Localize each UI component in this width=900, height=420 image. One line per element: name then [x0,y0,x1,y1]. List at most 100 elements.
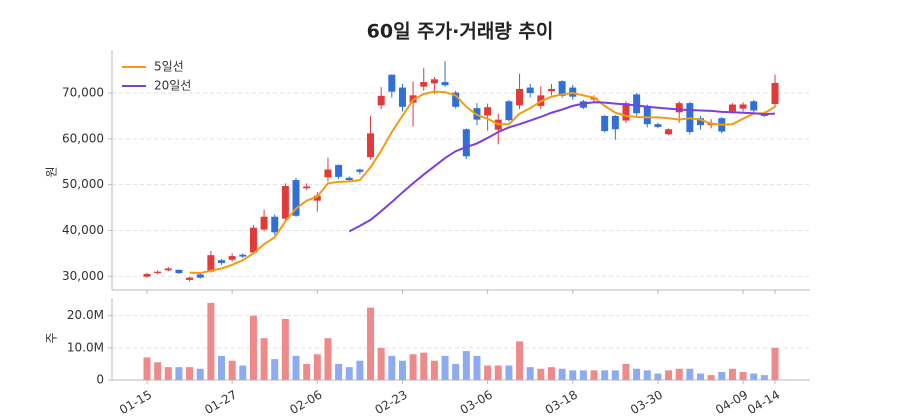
candle-body [398,87,406,107]
volume-bar [569,370,577,380]
candle-body [260,216,268,230]
candle-body [228,256,236,260]
legend-label: 20일선 [154,79,191,93]
volume-bar [154,362,162,380]
candle-body [665,129,673,135]
volume-bar [654,373,662,380]
volume-bar [292,355,300,380]
candle-body [739,104,747,109]
candle-body [675,103,683,113]
candle-body [696,118,704,126]
candle-body [313,195,321,201]
volume-bar [462,351,470,380]
volume-bar [143,357,151,380]
volume-bar [611,370,619,380]
candle-body [303,186,311,189]
candle-body [218,260,226,263]
volume-bar [696,373,704,380]
volume-bar [313,354,321,380]
volume-bar [196,368,204,380]
x-tick-label: 04-09 [713,388,750,418]
candle-body [728,104,736,112]
volume-bar [303,363,311,380]
volume-bar [601,370,609,380]
candle-body [345,177,353,181]
volume-bar [249,315,257,380]
volume-bar [398,360,406,380]
volume-bar [345,367,353,380]
volume-bar [750,373,758,380]
volume-bar [377,347,385,380]
volume-bar [473,355,481,380]
volume-bar [430,360,438,380]
volume-bar [228,360,236,380]
y-tick-label: 60,000 [62,131,104,145]
candle-body [601,115,609,132]
volume-bar [643,370,651,380]
volume-bar [494,365,502,380]
candle-body [154,271,162,274]
volume-bar [579,370,587,380]
candle-body [558,81,566,96]
volume-bar [260,338,268,380]
volume-bar [441,355,449,380]
ma-line [348,101,776,233]
volume-bar [239,365,247,380]
volume-bar [537,368,545,380]
legend-label: 5일선 [154,60,184,74]
volume-bar [675,368,683,380]
volume-bar [633,368,641,380]
volume-bar [707,375,715,380]
x-tick-label: 02-23 [373,388,410,418]
candle-body [516,88,524,106]
candle-body [771,82,779,105]
volume-bar [388,355,396,380]
volume-bar [718,371,726,380]
candle-body [196,274,204,278]
x-tick-label: 04-14 [745,388,782,418]
volume-bar [218,355,226,380]
x-tick-label: 01-27 [202,388,239,418]
volume-bar [526,367,534,380]
candle-body [526,87,534,94]
x-tick-label: 03-30 [628,388,665,418]
x-tick-label: 03-06 [458,388,495,418]
volume-bar [452,363,460,380]
volume-bar [409,354,417,380]
volume-axis-label: 주 [45,332,59,343]
candle-body [292,180,300,216]
volume-bar [335,363,343,380]
volume-bar [356,360,364,380]
candle-body [186,277,194,280]
volume-bar [665,370,673,380]
candle-body [750,101,758,111]
chart-title: 60일 주가·거래량 추이 [367,21,554,43]
volume-bar [175,367,183,380]
volume-bar [207,302,215,380]
volume-bar [324,338,332,380]
candle-body [356,169,364,172]
candle-body [324,169,332,178]
candle-body [143,273,151,277]
x-tick-label: 01-15 [117,388,154,418]
y-axis-label: 원 [45,166,59,177]
candle-body [462,129,470,157]
candle-body [175,269,183,274]
y-tick-label: 30,000 [62,269,104,283]
x-tick-label: 03-18 [543,388,580,418]
volume-bar [547,367,555,380]
y-tick-label: 50,000 [62,177,104,191]
candle-body [249,227,257,253]
volume-bar [558,368,566,380]
y-tick-label: 0 [96,373,104,387]
candle-body [505,101,513,121]
candle-body [547,88,555,92]
candle-body [441,82,449,86]
candle-body [335,164,343,177]
volume-bar [590,370,598,380]
volume-bar [686,368,694,380]
candle-body [654,124,662,127]
volume-bar [271,359,279,380]
volume-bar [186,367,194,380]
